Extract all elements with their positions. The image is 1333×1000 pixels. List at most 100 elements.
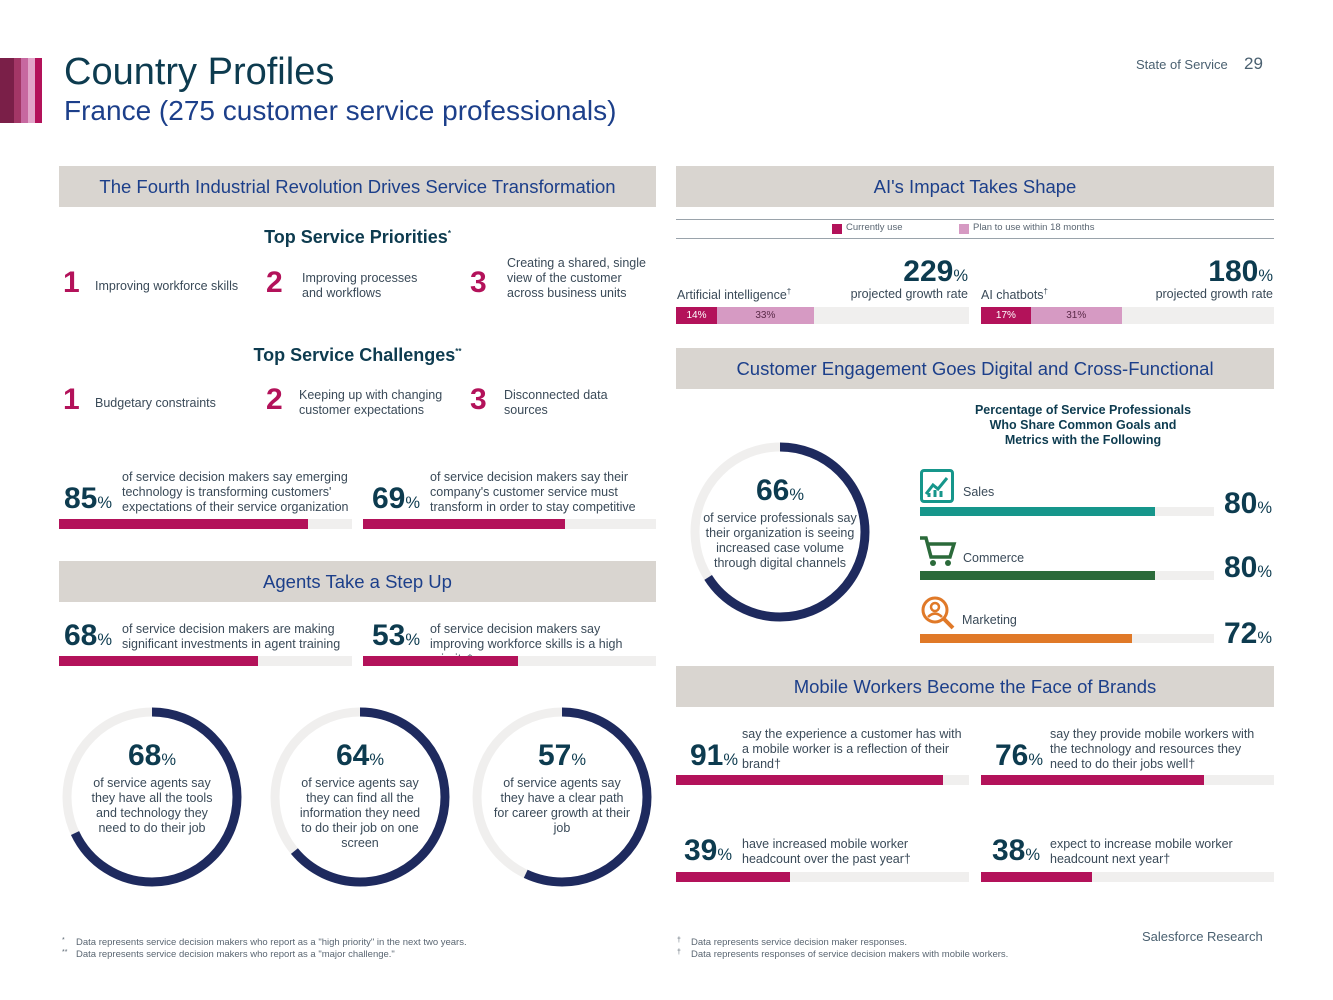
donut-value: 68%: [60, 739, 244, 773]
ai-growth-label: projected growth rate: [1155, 287, 1273, 301]
stripe: [0, 58, 14, 123]
goal-bar-sales: [920, 507, 1156, 516]
ai-name-text: Artificial intelligence: [677, 288, 787, 303]
agent-donut-1: 68% of service agents say they have all …: [60, 705, 244, 889]
priority-label-1: Improving workforce skills: [95, 279, 239, 293]
stat-bar-track: [363, 656, 656, 666]
stat-85: 85%: [64, 482, 112, 516]
section-band-fourth-revolution: The Fourth Industrial Revolution Drives …: [59, 166, 656, 207]
priority-label-2: Improving processes and workflows: [302, 271, 418, 300]
page-title: Country Profiles: [64, 51, 335, 93]
section-band-agents: Agents Take a Step Up: [59, 561, 656, 602]
legend-swatch-current: [832, 224, 842, 234]
ai-bar-track: 14% 33%: [676, 307, 969, 324]
footnote-right-2: † Data represents responses of service de…: [677, 949, 1008, 960]
goal-value-pct: %: [1257, 629, 1272, 647]
footnote-mark: **: [62, 949, 68, 956]
stat-pct: %: [1028, 751, 1044, 769]
section-band-engagement: Customer Engagement Goes Digital and Cro…: [676, 348, 1274, 389]
ai-bar-track: 17% 31%: [981, 307, 1274, 324]
commerce-icon: [918, 535, 958, 569]
stat-53-skills: 53%: [372, 619, 420, 653]
stat-38: 38%: [992, 834, 1040, 868]
donut-value: 64%: [268, 739, 452, 773]
stat-bar-track: [981, 872, 1274, 882]
donut-text: of service agents say they can find all …: [299, 776, 421, 850]
stripe: [28, 58, 35, 123]
goal-value-pct: %: [1257, 563, 1272, 581]
stat-text: expect to increase mobile worker headcou…: [1050, 837, 1233, 866]
priorities-mark: *: [447, 229, 451, 238]
ai-plan-label: 31%: [1066, 310, 1087, 321]
donut-value: 66%: [688, 474, 872, 508]
ai-plan-label: 33%: [755, 310, 776, 321]
goal-bar-track: [920, 571, 1214, 580]
stat-bar-fill: [981, 775, 1204, 785]
stat-bar-fill: [676, 775, 943, 785]
ai-growth-pct: %: [953, 267, 968, 285]
stat-bar-fill: [59, 519, 309, 529]
footnote-right-1: † Data represents service decision maker …: [677, 937, 907, 948]
donut-value: 57%: [470, 739, 654, 773]
donut-ring: [690, 442, 870, 622]
ai-legend: Currently use Plan to use within 18 mont…: [676, 222, 1274, 237]
footnote-left-2: ** Data represents service decision maker…: [62, 949, 395, 960]
ai-name-mark: †: [786, 287, 792, 296]
stat-pct: %: [97, 494, 113, 512]
footnote-text: Data represents service decision makers …: [76, 949, 395, 960]
stat-pct: %: [405, 494, 421, 512]
donut-arc: [62, 707, 242, 887]
stripe: [21, 58, 28, 123]
goal-bar-marketing: [920, 634, 1132, 643]
donut-pct: %: [369, 751, 385, 769]
footnote-mark: †: [677, 949, 681, 956]
legend-label-plan: Plan to use within 18 months: [973, 222, 1095, 233]
stat-bar-track: [59, 519, 352, 529]
challenge-label-2: Keeping up with changing customer expect…: [299, 388, 443, 417]
cart-icon: [920, 536, 957, 566]
stat-value: 91: [690, 739, 724, 772]
stat-value: 69: [372, 482, 406, 515]
ai-bar-plan: 31%: [1030, 307, 1122, 324]
ai-name-text: AI chatbots: [981, 288, 1044, 303]
stat-text: say they provide mobile workers with the…: [1050, 727, 1255, 771]
page-subtitle: France (275 customer service professiona…: [64, 95, 617, 126]
section-band-mobile: Mobile Workers Become the Face of Brands: [676, 666, 1274, 707]
priorities-heading: Top Service Priorities*: [59, 227, 656, 248]
donut-number: 57: [537, 739, 572, 772]
donut-pct: %: [789, 486, 805, 504]
stat-bar-fill: [59, 656, 259, 666]
stat-91: 91%: [690, 739, 738, 773]
stat-text: of service decision makers say their com…: [430, 470, 636, 514]
ai-growth-value: 180: [1208, 255, 1259, 288]
stat-bar-track: [59, 656, 352, 666]
stat-39: 39%: [684, 834, 732, 868]
donut-text: of service professionals say their organ…: [703, 511, 857, 570]
stat-bar-fill: [363, 656, 519, 666]
donut-ring: [62, 707, 242, 887]
ai-rule-bottom: [676, 238, 1274, 239]
priority-rank-1: 1: [63, 266, 80, 299]
stat-pct: %: [405, 631, 421, 649]
stat-69: 69%: [372, 482, 420, 516]
footnote-mark: *: [62, 937, 65, 944]
goal-value-pct: %: [1257, 499, 1272, 517]
donut-number: 68: [127, 739, 162, 772]
ai-current-label: 14%: [686, 310, 707, 321]
stat-pct: %: [717, 846, 733, 864]
goal-label: Commerce: [963, 551, 1025, 565]
challenge-rank-1: 1: [63, 383, 80, 416]
sales-icon: [920, 469, 954, 503]
donut-number: 66: [755, 474, 790, 507]
ai-growth: 229%: [840, 255, 968, 289]
legend-swatch-plan: [959, 224, 969, 234]
goal-bar-track: [920, 634, 1214, 643]
stat-68-training: 68%: [64, 619, 112, 653]
ai-bar-current: 14%: [676, 307, 718, 324]
stat-bar-fill: [363, 519, 566, 529]
donut-pct: %: [161, 751, 177, 769]
donut-arc: [270, 707, 450, 887]
goal-label: Marketing: [962, 613, 1017, 627]
challenge-rank-2: 2: [266, 383, 283, 416]
stat-text: of service decision makers are making si…: [122, 622, 341, 651]
